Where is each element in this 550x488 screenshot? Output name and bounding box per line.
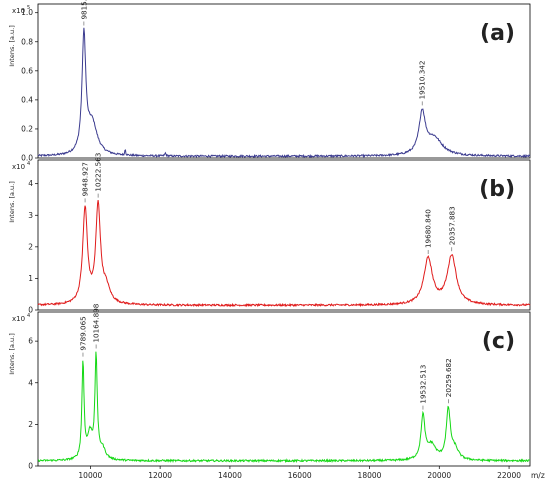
peak-label: 9789.065 bbox=[78, 316, 87, 350]
y-tick-label: 0.4 bbox=[21, 95, 33, 104]
y-exponent-label: 4 bbox=[27, 161, 30, 167]
y-multiplier-label: x10 bbox=[12, 7, 25, 15]
x-tick-label: 22000 bbox=[497, 471, 521, 480]
x-tick-label: 10000 bbox=[78, 471, 102, 480]
y-tick-label: 4 bbox=[28, 179, 33, 188]
peak-label: 19510.342 bbox=[418, 61, 427, 100]
peak-label: 19680.840 bbox=[424, 209, 433, 248]
y-tick-label: 1 bbox=[28, 274, 33, 283]
y-tick-label: 2 bbox=[28, 242, 33, 251]
spectrum-trace bbox=[37, 351, 531, 464]
peak-label: 9815.346 bbox=[79, 0, 88, 20]
plot-frame bbox=[37, 159, 531, 311]
panel-label: (a) bbox=[480, 21, 515, 46]
y-multiplier-label: x10 bbox=[12, 163, 25, 171]
y-tick-label: 0.2 bbox=[21, 124, 33, 133]
y-exponent-label: 4 bbox=[27, 313, 30, 319]
y-multiplier-label: x10 bbox=[12, 315, 25, 323]
spectrum-trace bbox=[37, 27, 531, 159]
y-axis-title: Intens. [a.u.] bbox=[8, 181, 16, 223]
peak-label: 10164.898 bbox=[92, 303, 101, 342]
panel-label: (b) bbox=[479, 177, 515, 202]
x-tick-label: 18000 bbox=[358, 471, 382, 480]
y-tick-label: 0 bbox=[28, 462, 33, 471]
peak-label: 20259.682 bbox=[444, 358, 453, 397]
x-tick-label: 12000 bbox=[148, 471, 172, 480]
y-tick-label: 0.8 bbox=[21, 37, 33, 46]
x-tick-label: 14000 bbox=[218, 471, 242, 480]
spectrum-trace bbox=[37, 200, 531, 308]
plot-frame bbox=[37, 3, 531, 159]
y-tick-label: 0 bbox=[28, 306, 33, 315]
peak-label: 20357.883 bbox=[447, 206, 456, 245]
peak-label: 9848.927 bbox=[81, 162, 90, 196]
y-tick-label: 4 bbox=[28, 378, 33, 387]
y-tick-label: 3 bbox=[28, 211, 33, 220]
y-axis-title: Intens. [a.u.] bbox=[8, 333, 16, 375]
y-exponent-label: 5 bbox=[27, 5, 30, 11]
peak-label: 10222.563 bbox=[94, 153, 103, 192]
x-tick-label: 16000 bbox=[288, 471, 312, 480]
y-tick-label: 6 bbox=[28, 337, 33, 346]
peak-label: 19532.513 bbox=[418, 365, 427, 404]
y-axis-title: Intens. [a.u.] bbox=[8, 25, 16, 67]
x-tick-label: 20000 bbox=[427, 471, 451, 480]
panel-label: (c) bbox=[482, 329, 515, 354]
y-tick-label: 2 bbox=[28, 420, 33, 429]
y-tick-label: 0.6 bbox=[21, 66, 33, 75]
x-axis-title: m/z bbox=[531, 471, 545, 480]
plot-frame bbox=[37, 311, 531, 467]
y-tick-label: 1.0 bbox=[21, 8, 33, 17]
y-tick-label: 0.0 bbox=[21, 154, 33, 163]
